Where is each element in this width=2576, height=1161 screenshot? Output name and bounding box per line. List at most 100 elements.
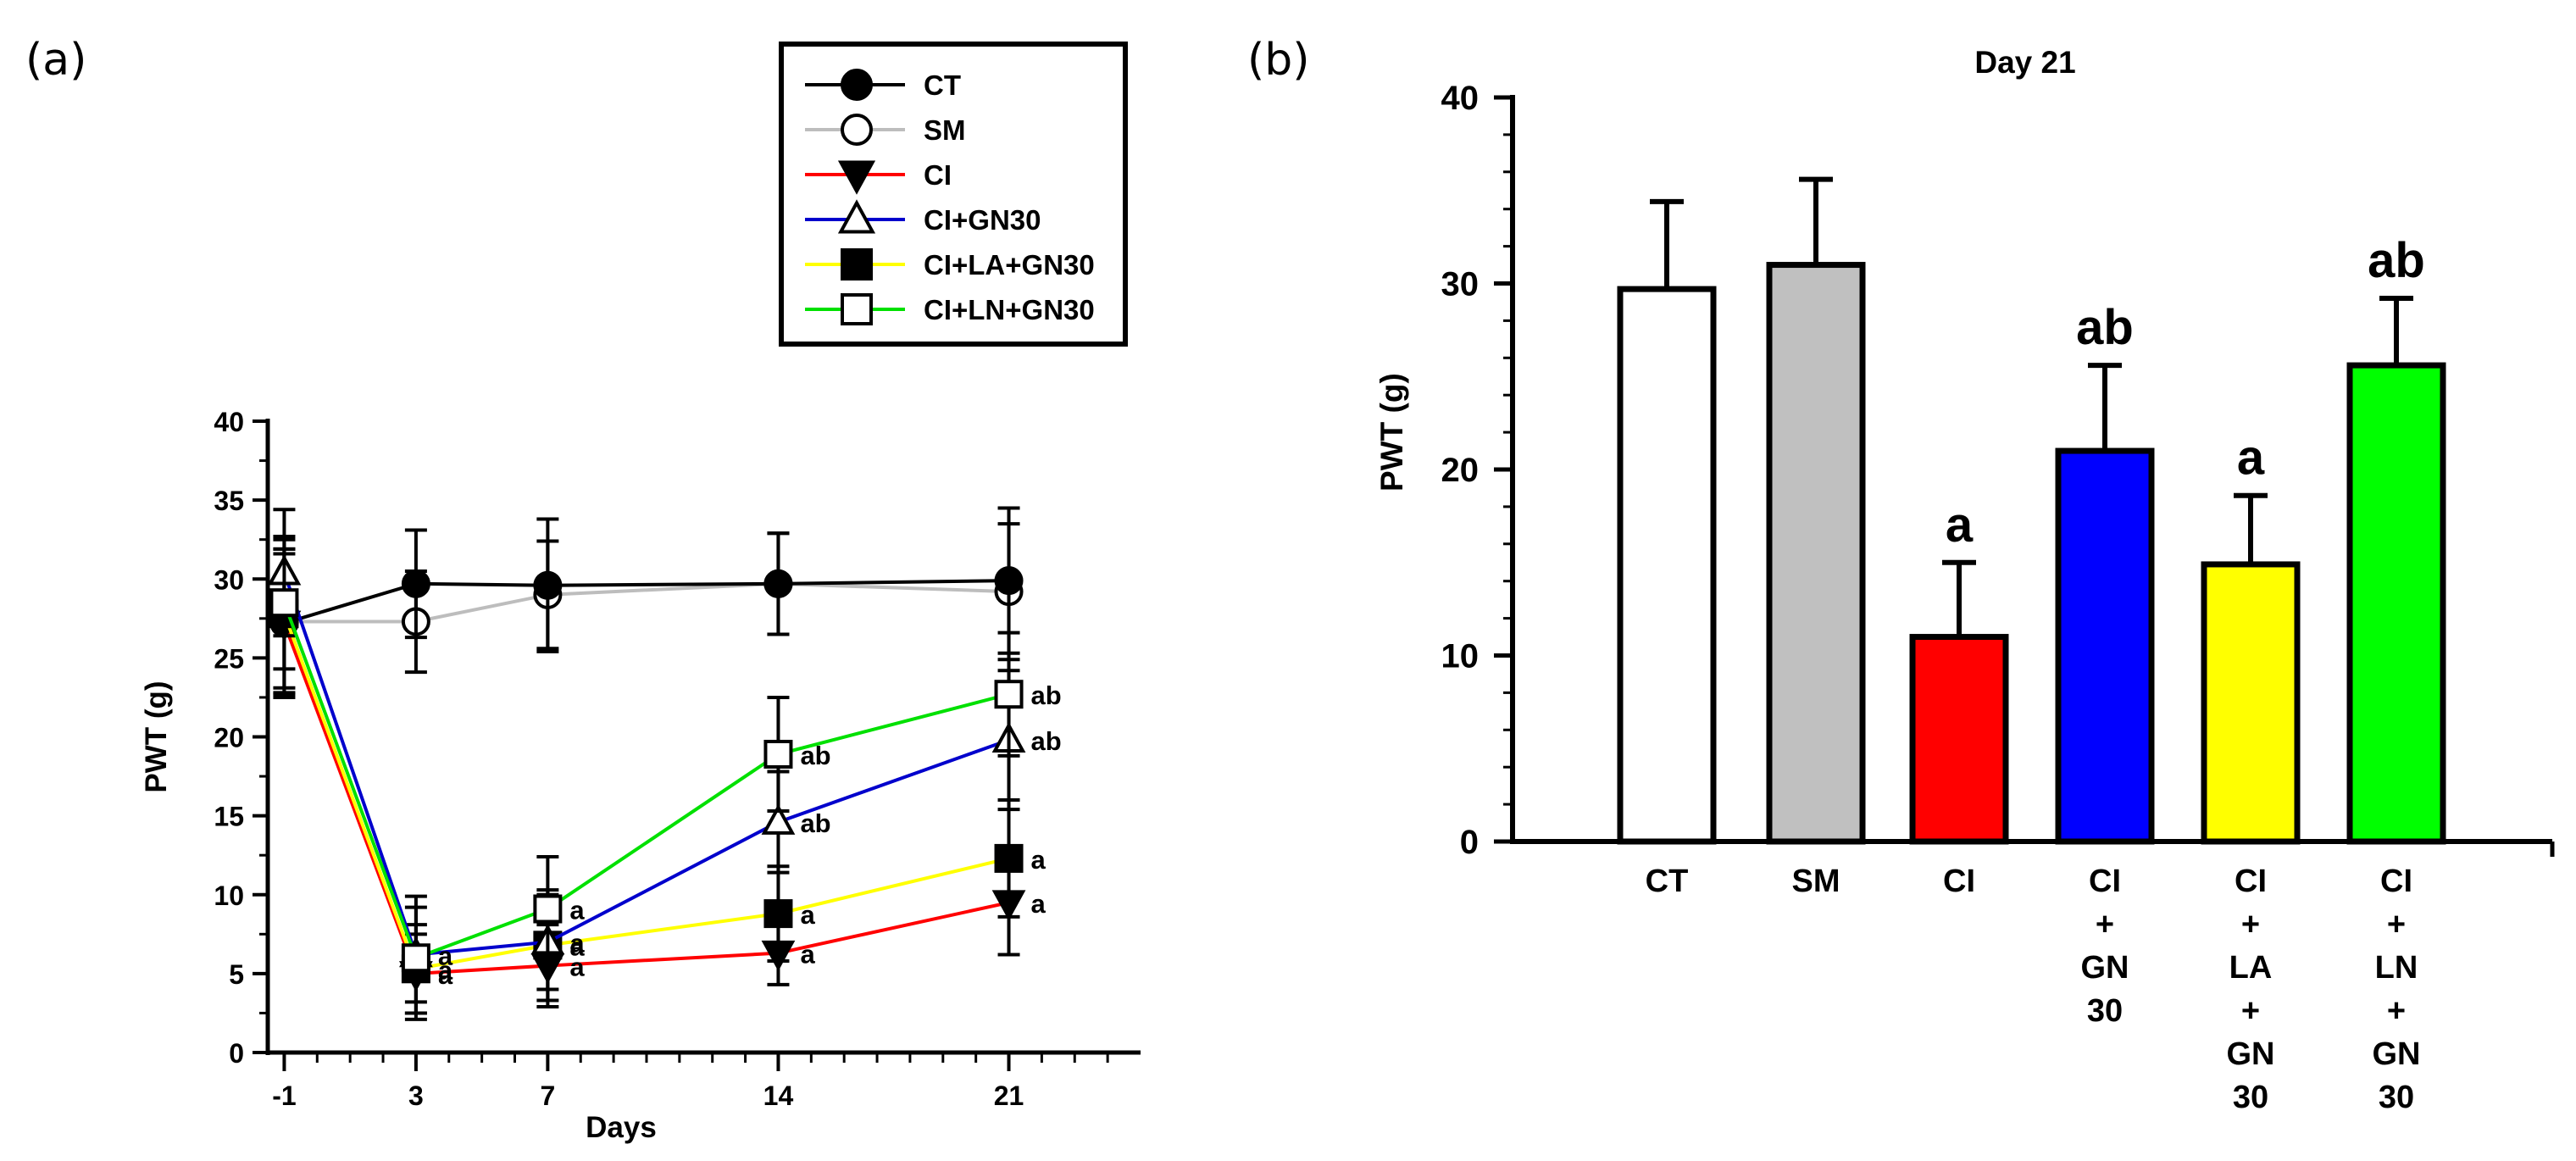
category-label: + — [2387, 993, 2406, 1029]
legend-marker — [841, 248, 873, 281]
legend-marker — [841, 69, 873, 101]
legend-label: SM — [924, 114, 966, 146]
significance-label: ab — [2368, 233, 2425, 288]
y-tick-label: 20 — [214, 723, 244, 753]
timecourse-chart: CT SM CI CI+GN30 CI+LA+GN30 CI+LN+GN30 0 5 10 15… — [140, 42, 1141, 1144]
bar — [1617, 286, 1717, 845]
series-CI — [267, 547, 1026, 1015]
bar-group-CT: CT — [1617, 198, 1717, 899]
category-label: GN — [2227, 1036, 2275, 1072]
y-tick-label: 25 — [214, 643, 244, 674]
bar-group-SM: SM — [1766, 176, 1866, 899]
panel-label-b: (b) — [1247, 35, 1310, 86]
y-tick-label: 30 — [1441, 266, 1480, 303]
significance-label: a — [569, 931, 585, 961]
y-tick-label: 40 — [214, 407, 244, 437]
x-tick-label: 7 — [540, 1080, 555, 1111]
y-tick-label: 15 — [214, 802, 244, 832]
data-point — [533, 570, 563, 600]
legend-label: CI — [924, 159, 952, 191]
data-point — [763, 899, 793, 929]
category-label: 30 — [2233, 1080, 2268, 1115]
legend-box — [779, 42, 1128, 347]
significance-label: a — [1031, 845, 1046, 875]
series-CI+LN+GN30 — [269, 534, 1024, 1021]
series-CT — [269, 506, 1024, 695]
category-label: 30 — [2379, 1080, 2414, 1115]
significance-label: a — [438, 942, 453, 971]
data-point — [763, 569, 793, 598]
bar — [2201, 561, 2301, 845]
y-tick-label: 40 — [1441, 80, 1480, 117]
category-label: CI — [2380, 864, 2412, 899]
significance-label: a — [569, 896, 585, 925]
legend-marker — [837, 199, 876, 234]
significance-label: ab — [2076, 300, 2134, 355]
significance-label: a — [800, 940, 815, 969]
x-tick-label: 3 — [408, 1080, 424, 1111]
category-label: LA — [2229, 950, 2273, 986]
category-label: GN — [2373, 1036, 2421, 1072]
data-point — [533, 894, 563, 924]
series-SM — [269, 522, 1024, 697]
significance-label: a — [569, 929, 585, 958]
bar — [1909, 634, 2009, 845]
bar — [2346, 362, 2446, 845]
legend-label: CI+GN30 — [924, 204, 1041, 236]
category-label: GN — [2081, 950, 2129, 986]
x-tick-label: 21 — [994, 1080, 1024, 1111]
category-label: + — [2387, 907, 2406, 942]
y-tick-label: 0 — [229, 1038, 244, 1069]
data-point — [763, 739, 793, 769]
bar-group-CI: a CI — [1909, 497, 2009, 899]
x-tick-label: 14 — [763, 1080, 794, 1111]
data-point — [994, 680, 1024, 709]
y-tick-label: 35 — [214, 486, 244, 516]
significance-label: ab — [800, 741, 830, 770]
category-label: LN — [2375, 950, 2418, 986]
category-label: CI — [2235, 864, 2267, 899]
category-label: + — [2241, 993, 2260, 1029]
category-label: + — [2096, 907, 2114, 942]
legend-label: CT — [924, 69, 961, 101]
legend: CT SM CI CI+GN30 CI+LA+GN30 CI+LN+GN30 — [805, 69, 1095, 325]
day21-chart-title: Day 21 — [1974, 45, 2075, 80]
y-axis-title: PWT (g) — [140, 680, 173, 792]
y-tick-label: 10 — [1441, 638, 1480, 675]
category-label: SM — [1792, 864, 1840, 899]
data-point — [994, 843, 1024, 873]
data-point — [994, 566, 1024, 596]
bar-group-CI+LA+GN30: a CI + LA + GN 30 — [2201, 431, 2301, 1115]
significance-label: a — [2237, 431, 2265, 486]
legend-label: CI+LA+GN30 — [924, 249, 1095, 281]
y-tick-label: 0 — [1460, 824, 1479, 861]
significance-label: a — [438, 955, 453, 985]
category-label: 30 — [2087, 993, 2123, 1029]
panel-label-a: (a) — [25, 35, 86, 86]
x-axis-title: Days — [586, 1111, 657, 1144]
bar-group-CI+GN30: ab CI + GN 30 — [2055, 300, 2155, 1029]
legend-label: CI+LN+GN30 — [924, 294, 1095, 325]
legend-marker — [841, 114, 873, 146]
significance-label: a — [1031, 889, 1046, 919]
significance-label: ab — [1031, 726, 1062, 756]
y-tick-label: 5 — [229, 959, 244, 990]
data-point — [269, 588, 299, 618]
category-label: CI — [2089, 864, 2121, 899]
category-label: + — [2241, 907, 2260, 942]
bar — [1766, 262, 1866, 845]
significance-label: a — [569, 953, 585, 982]
significance-label: ab — [800, 808, 830, 838]
significance-label: a — [800, 900, 815, 930]
significance-label: a — [1946, 497, 1974, 553]
significance-label: ab — [1031, 680, 1062, 710]
bar — [2055, 447, 2155, 845]
data-point — [401, 943, 430, 973]
category-label: CT — [1646, 864, 1689, 899]
y-axis-title: PWT (g) — [1374, 373, 1409, 492]
bar-group-CI+LN+GN30: ab CI + LN + GN 30 — [2346, 233, 2446, 1115]
y-tick-label: 30 — [214, 564, 244, 595]
legend-marker — [837, 160, 876, 195]
